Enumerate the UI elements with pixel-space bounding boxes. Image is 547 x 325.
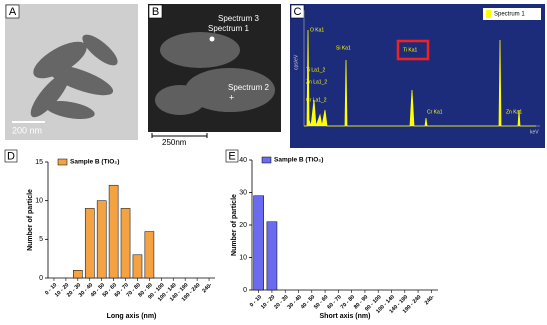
legend-swatch bbox=[57, 158, 68, 166]
bar bbox=[73, 270, 83, 279]
scale-label: 200 nm bbox=[12, 125, 42, 135]
y-axis-label: Number of particle bbox=[231, 194, 238, 256]
texture bbox=[155, 32, 275, 115]
bar bbox=[253, 195, 264, 291]
panel-label: D bbox=[7, 150, 15, 162]
bar bbox=[266, 221, 278, 291]
y-tick-label: 30 bbox=[239, 189, 247, 196]
y-tick-label: 20 bbox=[239, 222, 247, 229]
spot: + bbox=[229, 92, 234, 102]
panel-label: B bbox=[152, 6, 159, 18]
peak-label: Cr Ka1 bbox=[427, 109, 443, 115]
bar bbox=[144, 231, 155, 279]
axis-label: keV bbox=[530, 129, 539, 135]
spot-label: Spectrum 3 bbox=[218, 14, 259, 23]
scale-label: 250nm bbox=[162, 138, 187, 147]
spectrum bbox=[304, 29, 536, 127]
x-tick-label: 240- bbox=[424, 294, 436, 306]
bar bbox=[132, 254, 143, 279]
peak-label: Zn Ka1 bbox=[506, 109, 522, 115]
y-tick-label: 0 bbox=[243, 287, 247, 294]
spot-label: Spectrum 2 bbox=[228, 83, 269, 92]
peak-label: Cr La1_2 bbox=[306, 97, 327, 103]
y-tick-label: 0 bbox=[39, 275, 43, 282]
y-tick-label: 40 bbox=[239, 157, 247, 164]
peak-label: Si Ka1 bbox=[336, 45, 351, 51]
y-tick-label: 5 bbox=[39, 236, 43, 243]
spot-label: Spectrum 1 bbox=[208, 24, 249, 33]
axis-label: cps/eV bbox=[293, 54, 299, 70]
bar bbox=[120, 208, 131, 279]
x-tick-label: 240- bbox=[201, 282, 213, 294]
peak-label: Zn La1_2 bbox=[306, 79, 327, 85]
peak-label: Ti Ka1 bbox=[403, 47, 417, 53]
particles bbox=[30, 34, 118, 119]
y-tick-label: 10 bbox=[239, 254, 247, 261]
panel-label: E bbox=[228, 150, 235, 162]
panel-label-box bbox=[225, 149, 239, 163]
bar bbox=[96, 200, 107, 279]
spot bbox=[209, 36, 215, 42]
peak-label: O Ka1 bbox=[310, 27, 324, 33]
y-tick-label: 15 bbox=[35, 159, 43, 166]
panel-label-box bbox=[5, 4, 20, 19]
legend bbox=[483, 8, 541, 20]
y-tick-label: 10 bbox=[35, 198, 43, 205]
legend-swatch bbox=[486, 10, 491, 18]
peak-label: Ti La1_2 bbox=[306, 67, 325, 73]
legend-label: Sample B (TiO₂) bbox=[70, 159, 119, 166]
panel-label: A bbox=[9, 6, 17, 18]
legend-swatch bbox=[261, 156, 272, 164]
legend-label: Spectrum 1 bbox=[494, 12, 525, 18]
bar bbox=[84, 208, 95, 279]
eds-panel bbox=[290, 4, 545, 148]
panel-label: C bbox=[294, 6, 302, 18]
x-axis-label: Short axis (nm) bbox=[320, 313, 371, 320]
x-axis-label: Long axis (nm) bbox=[107, 313, 157, 320]
panel-label-box bbox=[148, 4, 163, 19]
legend-label: Sample B (TiO₂) bbox=[274, 157, 323, 164]
highlight-box bbox=[396, 39, 430, 61]
y-axis-label: Number of particle bbox=[27, 189, 34, 251]
bar bbox=[108, 184, 119, 279]
panel-label-box bbox=[4, 149, 18, 163]
